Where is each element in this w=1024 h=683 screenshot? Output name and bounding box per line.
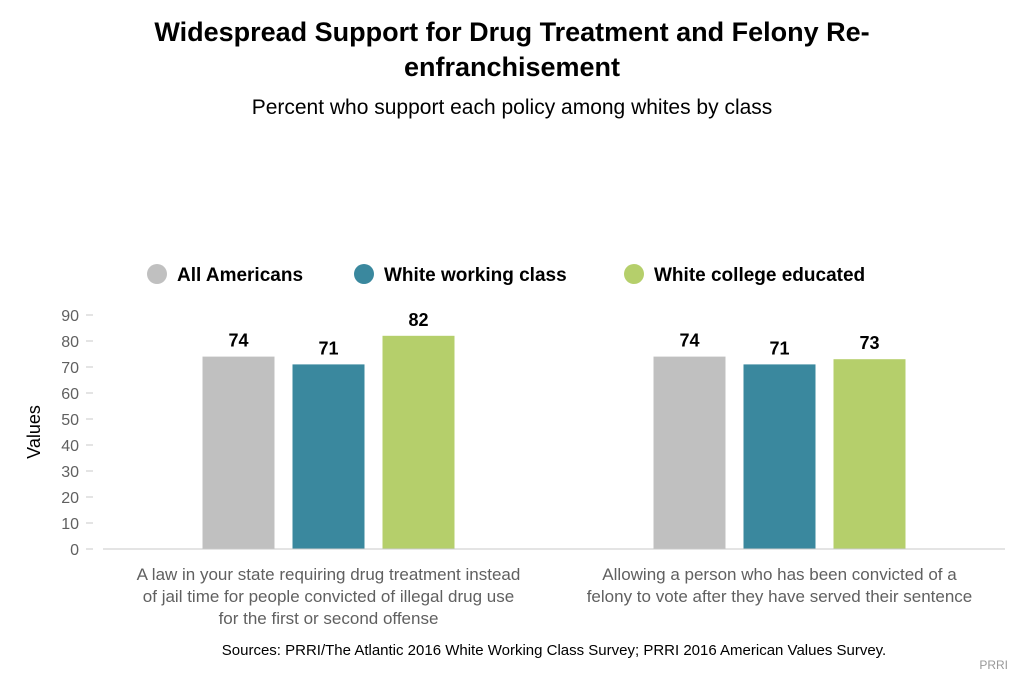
data-labels: 74 71 82 74 71 73 bbox=[228, 310, 879, 359]
legend-label: All Americans bbox=[177, 265, 303, 286]
source-note: Sources: PRRI/The Atlantic 2016 White Wo… bbox=[222, 642, 886, 659]
bar bbox=[833, 359, 906, 549]
bar bbox=[382, 335, 455, 549]
x-category-label: felony to vote after they have served th… bbox=[587, 587, 973, 606]
y-tick-label: 40 bbox=[61, 438, 79, 455]
y-axis: 0 10 20 30 40 50 60 70 80 90 bbox=[61, 308, 93, 559]
y-tick-label: 60 bbox=[61, 386, 79, 403]
legend: All Americans White working class White co… bbox=[147, 264, 865, 286]
bar bbox=[202, 356, 275, 549]
legend-marker bbox=[354, 264, 374, 284]
bar bbox=[292, 364, 365, 549]
data-label: 71 bbox=[318, 338, 338, 358]
bar bbox=[653, 356, 726, 549]
x-category-label: for the first or second offense bbox=[219, 609, 439, 628]
y-axis-label: Values bbox=[24, 405, 44, 459]
legend-item: All Americans bbox=[147, 264, 303, 286]
legend-marker bbox=[147, 264, 167, 284]
legend-item: White college educated bbox=[624, 264, 865, 286]
x-axis: A law in your state requiring drug treat… bbox=[103, 548, 1005, 628]
legend-item: White working class bbox=[354, 264, 567, 286]
data-label: 74 bbox=[679, 331, 699, 351]
data-label: 82 bbox=[408, 310, 428, 330]
y-tick-label: 90 bbox=[61, 308, 79, 325]
bars bbox=[202, 335, 906, 549]
x-category-label: of jail time for people convicted of ill… bbox=[143, 587, 514, 606]
x-category-label: Allowing a person who has been convicted… bbox=[602, 565, 957, 584]
chart-title-line2: enfranchisement bbox=[404, 52, 620, 82]
data-label: 74 bbox=[228, 331, 248, 351]
legend-label: White college educated bbox=[654, 265, 865, 286]
legend-marker bbox=[624, 264, 644, 284]
y-tick-label: 70 bbox=[61, 360, 79, 377]
y-tick-label: 80 bbox=[61, 334, 79, 351]
chart-subtitle: Percent who support each policy among wh… bbox=[252, 96, 773, 119]
chart-title-line1: Widespread Support for Drug Treatment an… bbox=[154, 17, 869, 47]
bar bbox=[743, 364, 816, 549]
data-label: 71 bbox=[769, 338, 789, 358]
y-tick-label: 50 bbox=[61, 412, 79, 429]
y-tick-label: 10 bbox=[61, 516, 79, 533]
y-tick-label: 30 bbox=[61, 464, 79, 481]
data-label: 73 bbox=[859, 333, 879, 353]
legend-label: White working class bbox=[384, 265, 567, 286]
x-category-label: A law in your state requiring drug treat… bbox=[137, 565, 521, 584]
y-tick-label: 0 bbox=[70, 542, 79, 559]
y-tick-label: 20 bbox=[61, 490, 79, 507]
credit-label: PRRI bbox=[979, 658, 1008, 672]
